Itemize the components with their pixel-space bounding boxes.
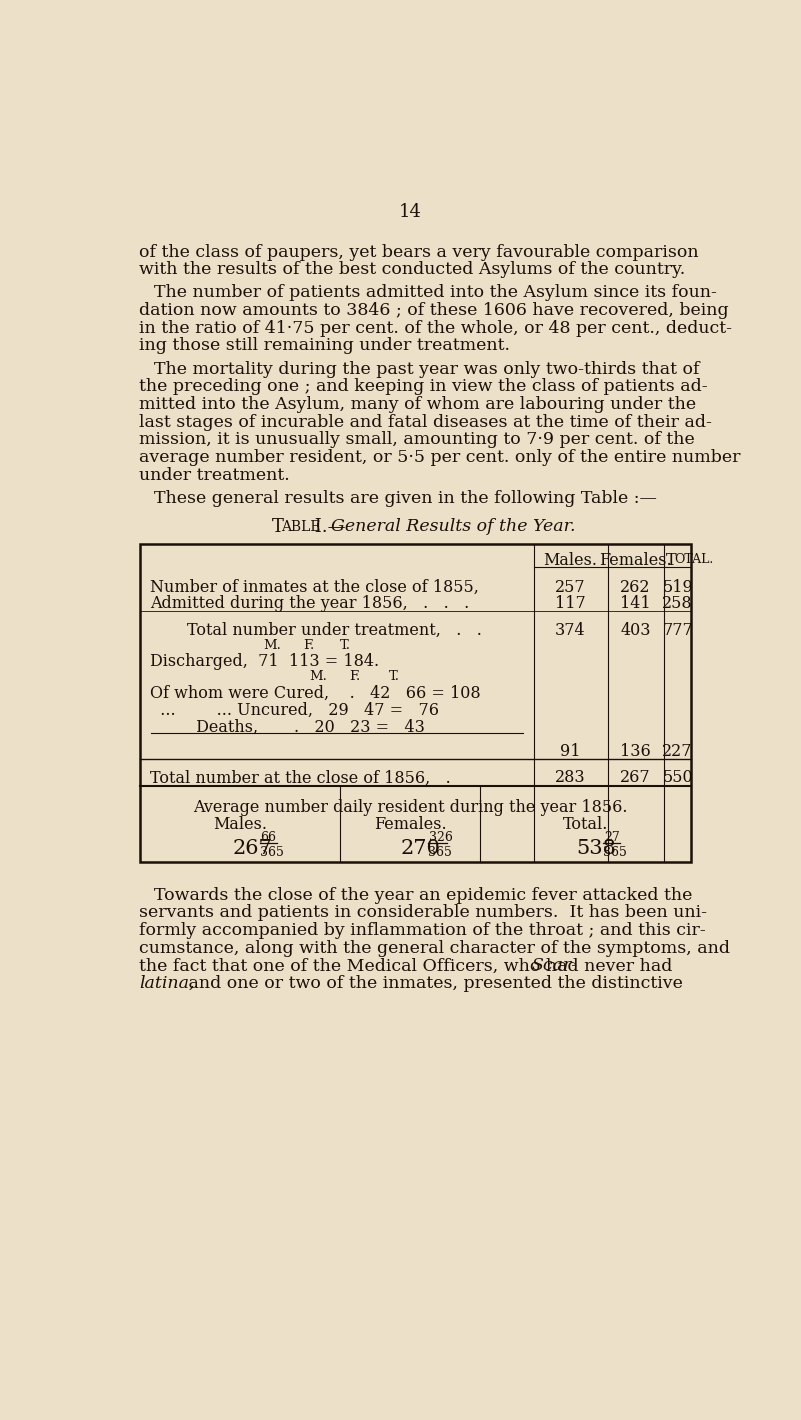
Text: 91: 91 [561,743,581,760]
Text: OTAL.: OTAL. [674,554,714,567]
Text: The mortality during the past year was only two-thirds that of: The mortality during the past year was o… [155,361,700,378]
Text: 550: 550 [662,770,693,787]
Text: ABLE: ABLE [280,520,320,534]
Text: formly accompanied by inflammation of the throat ; and this cir-: formly accompanied by inflammation of th… [139,922,706,939]
Text: The number of patients admitted into the Asylum since its foun-: The number of patients admitted into the… [155,284,717,301]
Text: 365: 365 [603,846,627,859]
Text: mitted into the Asylum, many of whom are labouring under the: mitted into the Asylum, many of whom are… [139,396,696,413]
Text: 258: 258 [662,595,693,612]
Text: 257: 257 [555,578,586,595]
Text: and one or two of the inmates, presented the distinctive: and one or two of the inmates, presented… [183,976,683,993]
Text: Scar-: Scar- [532,957,578,974]
Text: I.—: I.— [308,518,345,537]
Text: in the ratio of 41·75 per cent. of the whole, or 48 per cent., deduct-: in the ratio of 41·75 per cent. of the w… [139,320,732,337]
Text: 283: 283 [555,770,586,787]
Text: of the class of paupers, yet bears a very favourable comparison: of the class of paupers, yet bears a ver… [139,244,698,260]
Text: 14: 14 [399,203,421,220]
Text: with the results of the best conducted Asylums of the country.: with the results of the best conducted A… [139,261,685,278]
Text: dation now amounts to 3846 ; of these 1606 have recovered, being: dation now amounts to 3846 ; of these 16… [139,302,728,320]
Text: T: T [666,551,677,568]
Text: 66: 66 [260,831,276,843]
Text: Males.: Males. [544,551,598,568]
Text: the preceding one ; and keeping in view the class of patients ad-: the preceding one ; and keeping in view … [139,378,707,395]
Text: 262: 262 [621,578,651,595]
Text: Total number under treatment,   .   .: Total number under treatment, . . [187,622,481,639]
Text: 365: 365 [260,846,284,859]
Text: Females.: Females. [374,815,446,832]
Text: 141: 141 [620,595,651,612]
Text: Admitted during the year 1856,   .   .   .: Admitted during the year 1856, . . . [151,595,469,612]
Text: 267: 267 [232,839,272,858]
Text: General Results of the Year.: General Results of the Year. [331,518,576,535]
Text: the fact that one of the Medical Officers, who had never had: the fact that one of the Medical Officer… [139,957,678,974]
Text: last stages of incurable and fatal diseases at the time of their ad-: last stages of incurable and fatal disea… [139,413,712,430]
Text: Discharged,  71  113 = 184.: Discharged, 71 113 = 184. [151,653,380,670]
Text: 117: 117 [555,595,586,612]
Text: 777: 777 [662,622,693,639]
Text: 519: 519 [662,578,693,595]
Text: 136: 136 [620,743,651,760]
Text: average number resident, or 5·5 per cent. only of the entire number: average number resident, or 5·5 per cent… [139,449,740,466]
Text: Deaths,       .   20   23 =   43: Deaths, . 20 23 = 43 [151,719,425,736]
Bar [140,544,690,862]
Text: latina,: latina, [139,976,195,993]
Text: Of whom were Cured,    .   42   66 = 108: Of whom were Cured, . 42 66 = 108 [151,684,481,701]
Text: 267: 267 [620,770,651,787]
Text: These general results are given in the following Table :—: These general results are given in the f… [155,490,658,507]
Text: 270: 270 [400,839,441,858]
Text: T.: T. [388,670,400,683]
Text: cumstance, along with the general character of the symptoms, and: cumstance, along with the general charac… [139,940,730,957]
Text: Towards the close of the year an epidemic fever attacked the: Towards the close of the year an epidemi… [155,886,693,903]
Text: Males.: Males. [213,815,268,832]
Text: Total.: Total. [562,815,608,832]
Text: M.: M. [263,639,280,652]
Text: under treatment.: under treatment. [139,467,290,484]
Text: mission, it is unusually small, amounting to 7·9 per cent. of the: mission, it is unusually small, amountin… [139,432,694,449]
Text: 403: 403 [621,622,651,639]
Text: F.: F. [350,670,361,683]
Text: 374: 374 [555,622,586,639]
Text: ...        ... Uncured,   29   47 =   76: ... ... Uncured, 29 47 = 76 [151,701,440,719]
Text: 227: 227 [662,743,693,760]
Text: 27: 27 [604,831,620,843]
Text: servants and patients in considerable numbers.  It has been uni-: servants and patients in considerable nu… [139,905,706,922]
Text: 538: 538 [576,839,616,858]
Text: M.: M. [309,670,328,683]
Text: ing those still remaining under treatment.: ing those still remaining under treatmen… [139,338,510,355]
Text: 326: 326 [429,831,453,843]
Text: T: T [272,518,284,537]
Text: Average number daily resident during the year 1856.: Average number daily resident during the… [193,798,627,815]
Text: F.: F. [303,639,315,652]
Text: 365: 365 [428,846,452,859]
Text: Total number at the close of 1856,   .: Total number at the close of 1856, . [151,770,451,787]
Text: Females.: Females. [599,551,672,568]
Text: Number of inmates at the close of 1855,: Number of inmates at the close of 1855, [151,578,479,595]
Text: T.: T. [340,639,352,652]
